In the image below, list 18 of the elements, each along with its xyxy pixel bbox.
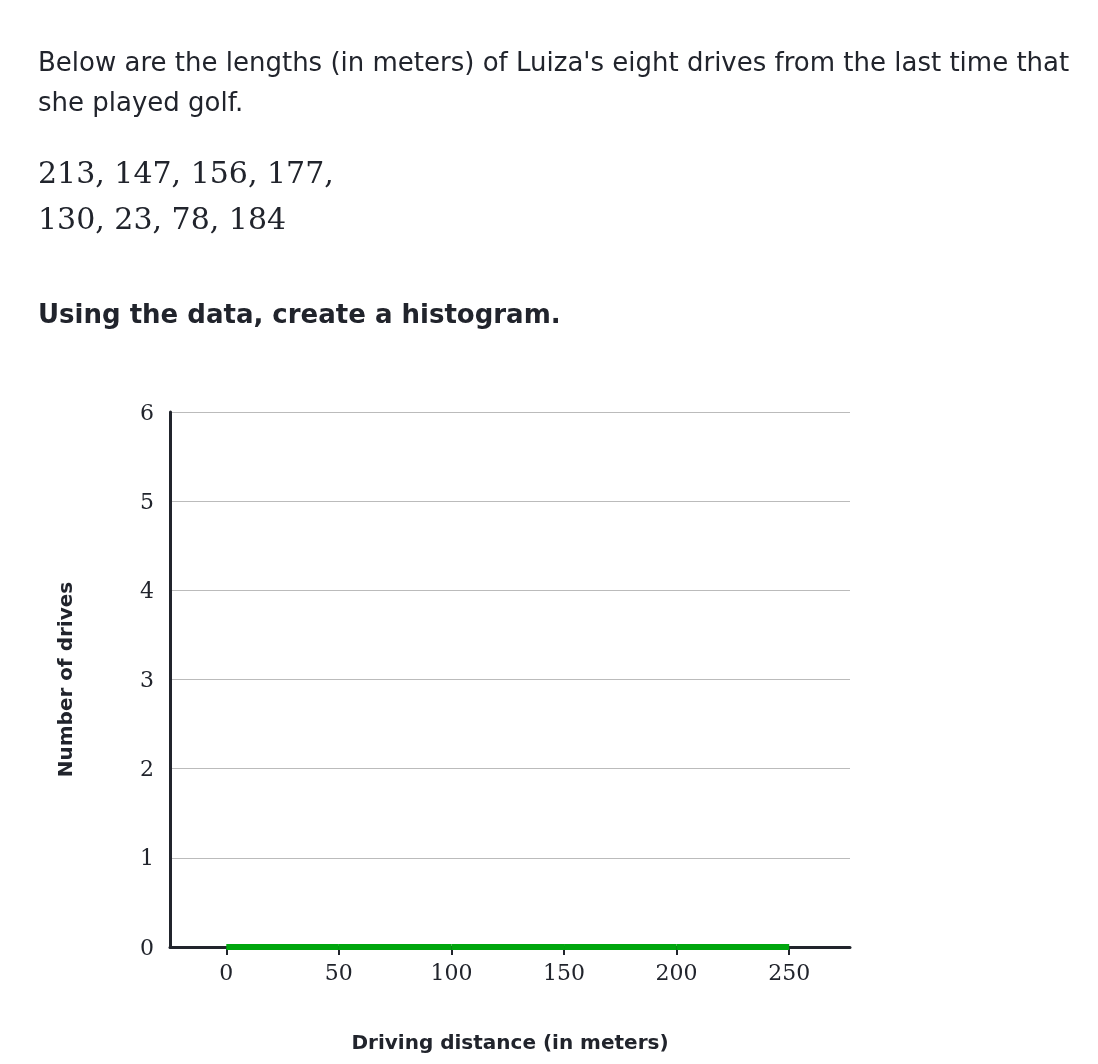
y-tick-label: 5 (140, 488, 154, 514)
y-axis-title: Number of drives (53, 581, 77, 778)
x-axis-title: Driving distance (in meters) (351, 1030, 669, 1054)
text: Using the data, create a histogram. (38, 298, 561, 331)
x-tick-label: 100 (430, 959, 473, 985)
y-tick-label: 3 (140, 667, 154, 692)
x-tick-label: 50 (324, 959, 353, 985)
y-tick-label: 4 (140, 577, 154, 603)
x-tick-label: 0 (219, 959, 234, 985)
y-tick-label: 1 (140, 845, 154, 871)
y-tick-label: 0 (140, 934, 154, 960)
x-tick-label: 250 (768, 959, 811, 985)
chart-subtitle: 213, 147, 156, 177, 130, 23, 78, 184 (38, 154, 334, 238)
x-tick-label: 150 (543, 959, 586, 985)
x-tick-label: 200 (655, 959, 698, 985)
chart-title: Below are the lengths (in meters) of Luiza's eight drives from the last time that she played golf. (38, 46, 1071, 119)
y-tick-label: 6 (140, 399, 154, 425)
y-tick-label: 2 (140, 756, 154, 782)
